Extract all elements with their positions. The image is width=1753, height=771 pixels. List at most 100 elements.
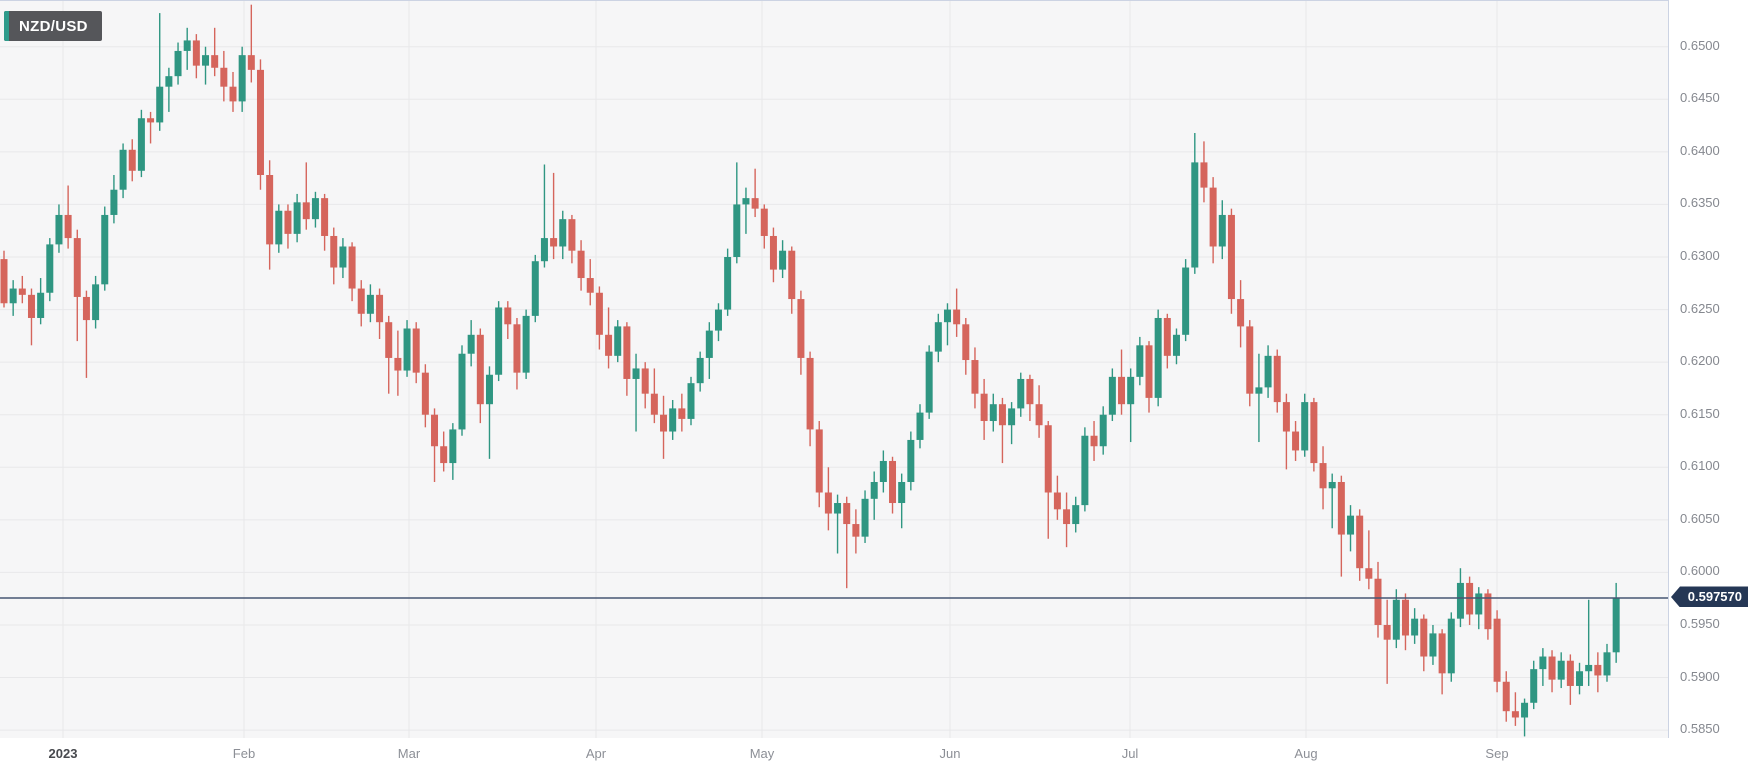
candle: [660, 395, 668, 459]
candle: [1292, 421, 1300, 461]
candle: [1603, 643, 1611, 682]
candle: [256, 59, 264, 190]
candle: [934, 313, 942, 363]
candle-body: [1090, 435, 1098, 447]
candle-body: [1347, 515, 1355, 535]
candle-body: [1365, 568, 1373, 579]
candle-body: [128, 149, 136, 171]
candle: [1319, 446, 1327, 510]
candle-body: [632, 368, 640, 379]
current-price-tag: 0.597570: [1671, 586, 1748, 608]
candle-body: [870, 481, 878, 499]
candle-body: [348, 246, 356, 289]
candle-body: [183, 40, 191, 51]
candle-body: [742, 198, 750, 205]
candle-body: [1273, 355, 1281, 403]
candle-body: [1401, 599, 1409, 636]
candle-body: [1521, 702, 1529, 718]
candle: [1557, 652, 1565, 689]
candle: [1072, 496, 1080, 533]
candle: [614, 320, 622, 363]
candle: [1566, 654, 1574, 705]
candle-body: [779, 250, 787, 270]
candle-body: [202, 55, 210, 66]
candle-body: [1072, 505, 1080, 525]
candle: [311, 191, 319, 228]
candle-body: [861, 498, 869, 537]
candle-body: [934, 322, 942, 352]
candle-body: [1594, 664, 1602, 676]
candle-body: [971, 360, 979, 394]
candle: [1264, 345, 1272, 398]
candle-body: [980, 393, 988, 422]
candle-body: [586, 278, 594, 293]
candle: [110, 174, 118, 224]
y-axis-label: 0.6350: [1680, 195, 1720, 211]
candle-body: [1429, 633, 1437, 657]
candle: [907, 431, 915, 491]
candle-body: [1557, 660, 1565, 680]
candle-body: [1246, 326, 1254, 394]
candle-body: [1337, 481, 1345, 535]
candle: [275, 204, 283, 253]
candle-body: [156, 86, 164, 123]
candle-body: [943, 309, 951, 323]
candle: [806, 351, 814, 447]
candle: [1502, 671, 1510, 722]
candle-body: [18, 288, 26, 295]
candle-body: [275, 210, 283, 245]
candle-body: [293, 202, 301, 234]
candle: [1118, 349, 1126, 415]
candle-body: [522, 315, 530, 373]
candle: [376, 288, 384, 340]
candle: [1401, 593, 1409, 651]
y-axis-label: 0.6150: [1680, 405, 1720, 421]
candlestick-chart[interactable]: [0, 1, 1668, 738]
candle: [119, 143, 127, 199]
candle-body: [1438, 633, 1446, 674]
candle: [1493, 610, 1501, 693]
candle-body: [614, 326, 622, 356]
candle-body: [989, 404, 997, 422]
candle: [192, 34, 200, 79]
candle: [220, 50, 228, 102]
candle: [385, 315, 393, 394]
candle-body: [1319, 463, 1327, 489]
candle-body: [889, 460, 897, 504]
candle-body: [1383, 624, 1391, 640]
x-axis-label: May: [749, 746, 775, 761]
candle-body: [1209, 187, 1217, 247]
candle: [1612, 582, 1620, 663]
candle-body: [421, 372, 429, 415]
candle: [1310, 397, 1318, 472]
candle-body: [266, 174, 274, 245]
candle-body: [1511, 711, 1519, 718]
y-axis-label: 0.6500: [1680, 37, 1720, 53]
candle: [879, 450, 887, 493]
candle: [9, 280, 17, 316]
candle-body: [449, 429, 457, 464]
candle-body: [834, 503, 842, 514]
candle-body: [623, 326, 631, 379]
candle-body: [1017, 378, 1025, 409]
candle: [742, 187, 750, 234]
candle-body: [101, 214, 109, 285]
candle-body: [1118, 376, 1126, 405]
candle: [797, 290, 805, 375]
candle: [0, 250, 8, 308]
candle: [1392, 589, 1400, 649]
candle: [1576, 662, 1584, 695]
candle: [870, 471, 878, 520]
candle-body: [1026, 378, 1034, 405]
candle: [705, 322, 713, 379]
candle-body: [1145, 345, 1153, 398]
candle-body: [467, 334, 475, 354]
candle-body: [513, 324, 521, 373]
candle-body: [1182, 267, 1190, 335]
candle-body: [504, 307, 512, 325]
candle-body: [714, 309, 722, 331]
candle-body: [82, 296, 90, 321]
candle-body: [92, 284, 100, 321]
candle: [321, 193, 329, 251]
